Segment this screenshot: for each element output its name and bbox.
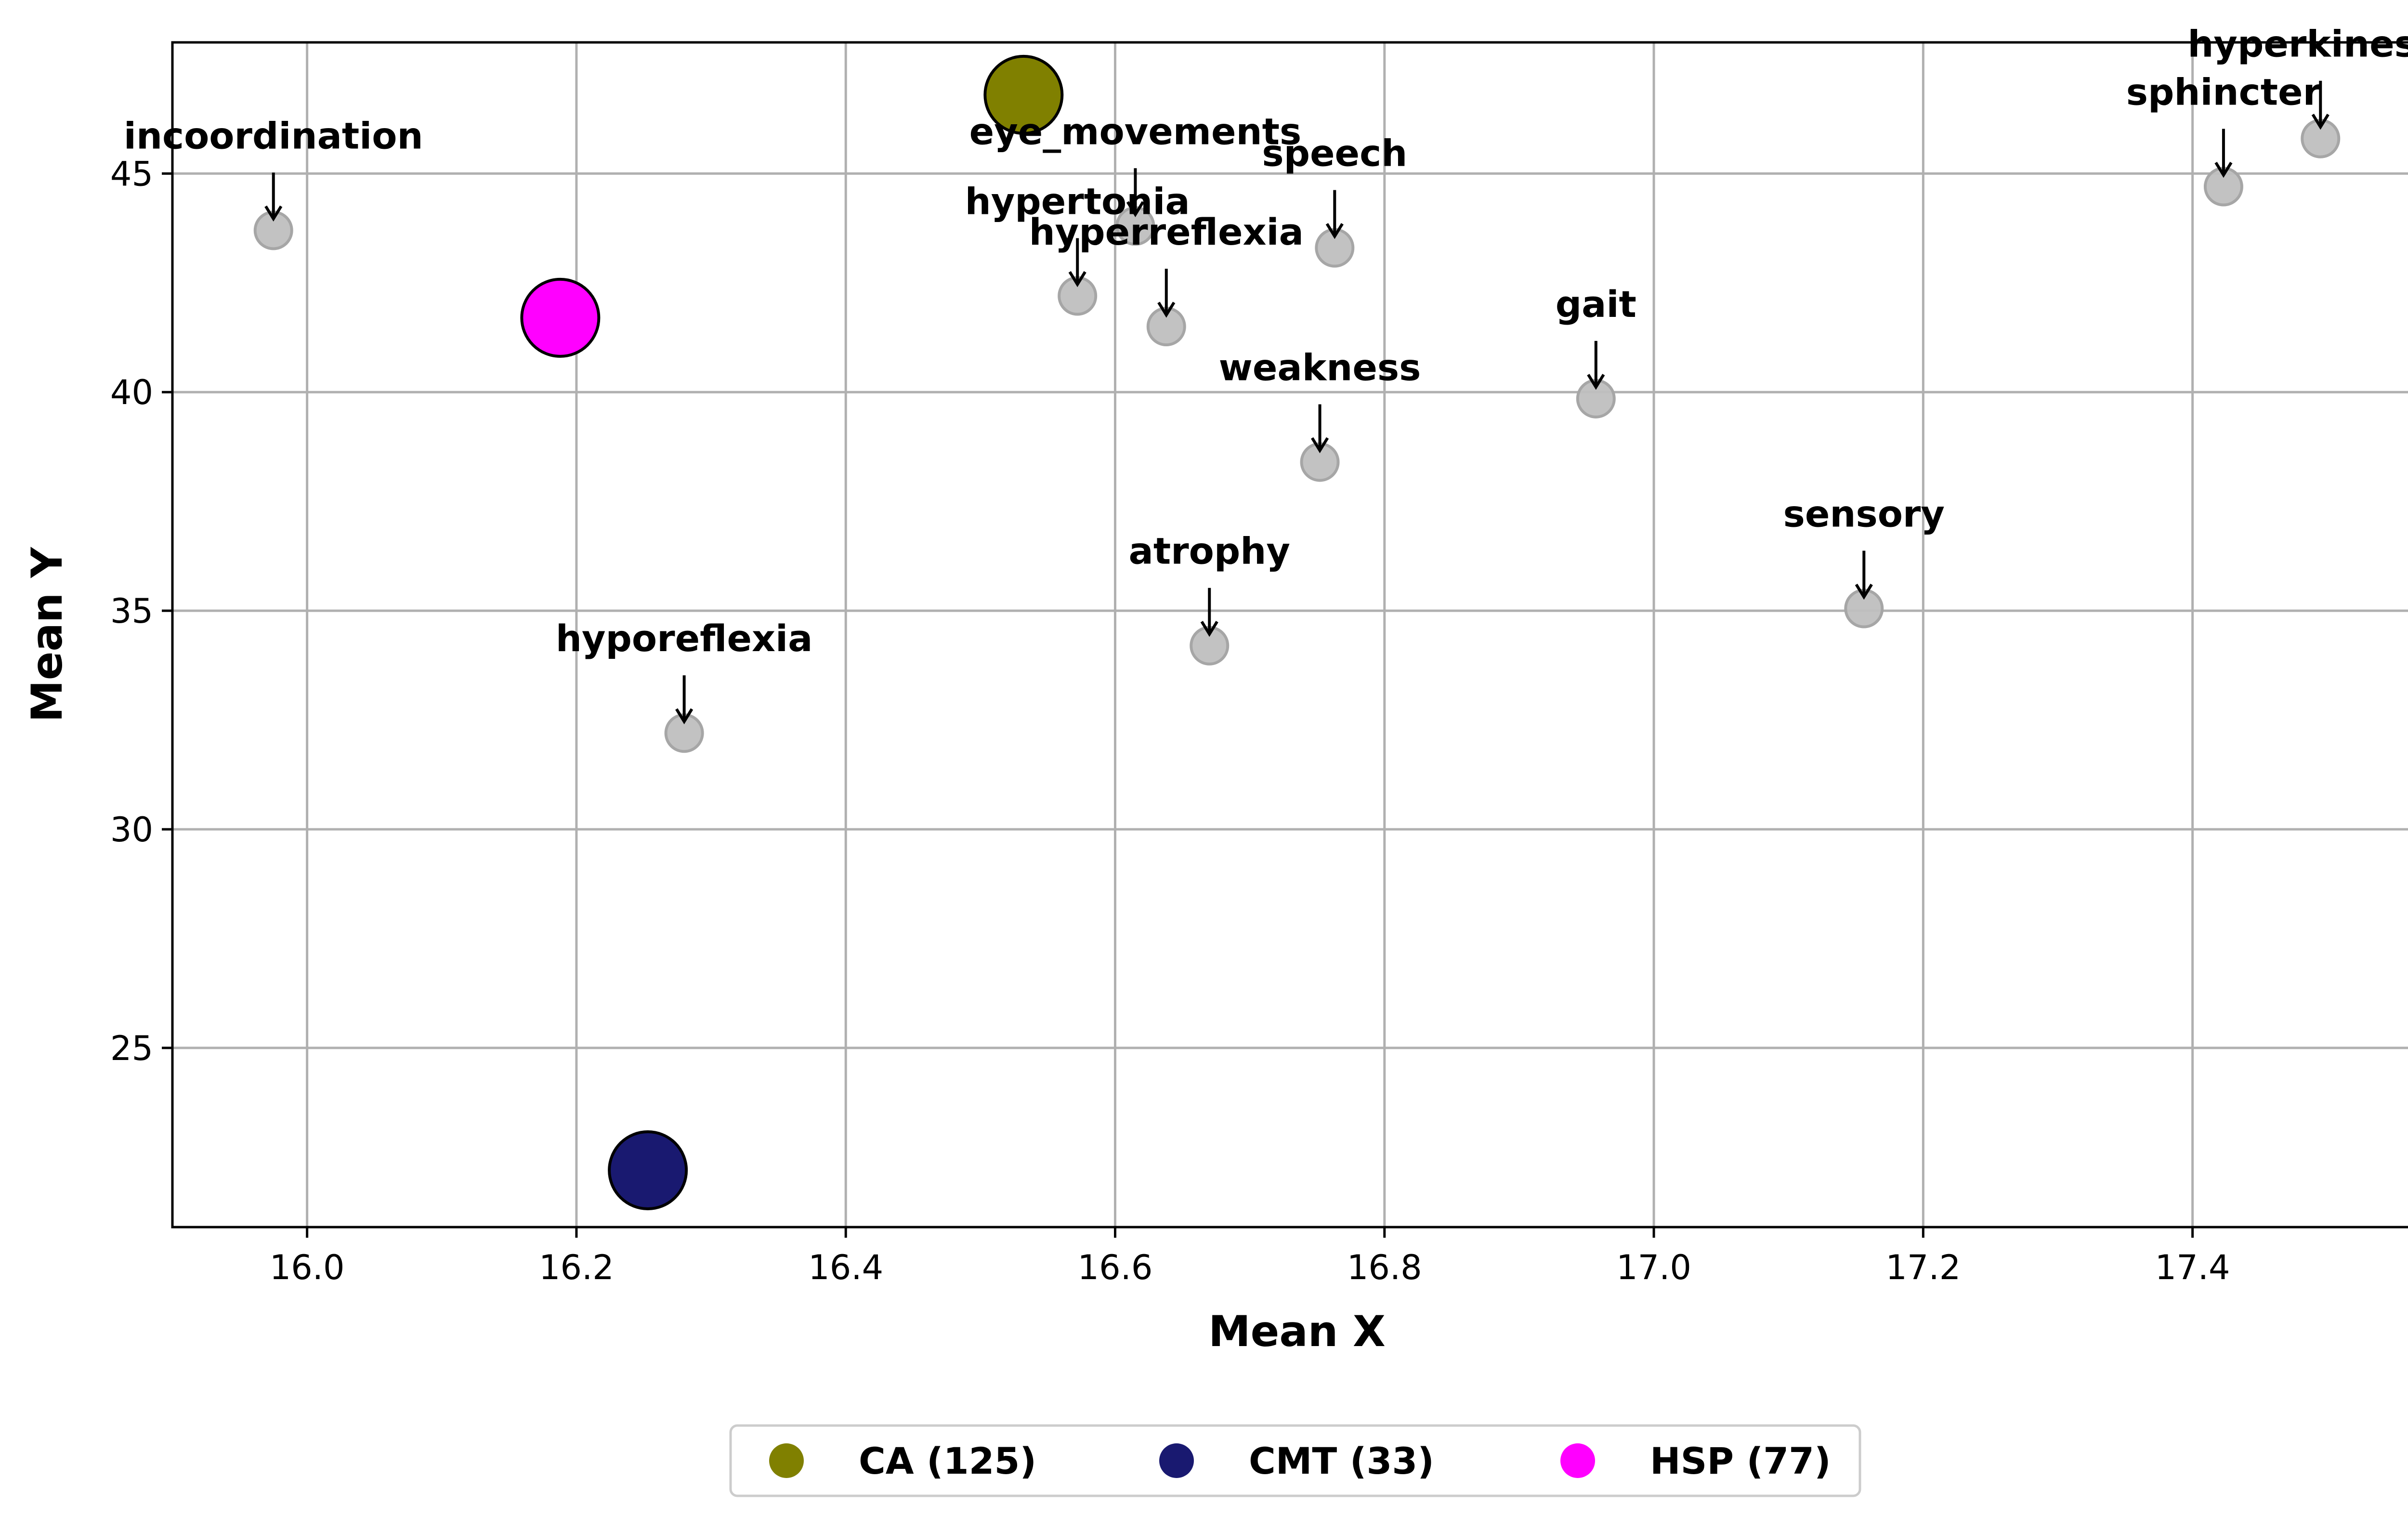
symptom-label: eye_movements xyxy=(969,110,1302,153)
legend-marker xyxy=(1159,1443,1194,1478)
annotation-arrow-head xyxy=(1325,223,1344,239)
annotation-arrow-head xyxy=(1157,301,1176,318)
y-tick-label: 45 xyxy=(110,154,153,194)
symptom-label: sphincter xyxy=(2126,71,2321,114)
symptom-label: sensory xyxy=(1783,493,1945,536)
annotation-arrow-head xyxy=(1200,621,1218,637)
annotation-arrow-head xyxy=(1587,374,1605,390)
legend-label: CMT (33) xyxy=(1249,1439,1434,1482)
symptom-label: hyperkinesia xyxy=(2187,23,2408,65)
annotations: incoordination hyporeflexia hypertonia eye_… xyxy=(124,23,2408,724)
x-tick-label: 17.4 xyxy=(2155,1248,2230,1287)
annotation-arrow-head xyxy=(2214,161,2233,178)
legend-label: HSP (77) xyxy=(1650,1439,1831,1482)
legend-frame xyxy=(729,1424,1861,1497)
x-tick-label: 16.0 xyxy=(270,1248,345,1287)
data-points xyxy=(253,54,2341,1210)
symptom-label: atrophy xyxy=(1129,530,1290,573)
annotation-arrow-head xyxy=(264,205,283,222)
symptom-label: incoordination xyxy=(124,114,423,157)
symptom-label: hypertonia xyxy=(965,180,1190,222)
y-tick-label: 25 xyxy=(110,1029,153,1068)
x-tick-label: 16.6 xyxy=(1078,1248,1153,1287)
x-tick-label: 17.2 xyxy=(1885,1248,1961,1287)
x-tick-label: 16.8 xyxy=(1347,1248,1422,1287)
symptom-label: weakness xyxy=(1219,346,1421,389)
symptom-label: gait xyxy=(1556,283,1636,326)
annotation-arrow-head xyxy=(1310,437,1329,454)
grid xyxy=(172,42,2408,1227)
y-tick-label: 30 xyxy=(110,810,153,850)
y-tick-label: 40 xyxy=(110,373,153,412)
legend-label: CA (125) xyxy=(859,1439,1036,1482)
axis-ticks: 16.0 16.2 16.4 16.6 16.8 17.0 17.2 17.4 25 30 35 40… xyxy=(110,154,2230,1287)
legend-marker xyxy=(769,1443,804,1478)
symptom-label: hyporeflexia xyxy=(556,617,813,660)
annotation-arrow-head xyxy=(2311,114,2329,130)
y-tick-label: 35 xyxy=(110,591,153,631)
group-point xyxy=(608,1130,688,1210)
x-tick-label: 16.2 xyxy=(539,1248,614,1287)
annotation-arrow-head xyxy=(1068,271,1086,288)
legend: CA (125) CMT (33) HSP (77) xyxy=(729,1424,1861,1497)
x-axis-title: Mean X xyxy=(1208,1307,1386,1356)
annotation-arrow-head xyxy=(675,708,694,724)
x-tick-label: 17.0 xyxy=(1616,1248,1691,1287)
group-point xyxy=(520,277,601,358)
group-point xyxy=(983,54,1064,135)
x-tick-label: 16.4 xyxy=(808,1248,883,1287)
annotation-arrow-head xyxy=(1126,201,1144,217)
legend-marker xyxy=(1560,1443,1595,1478)
annotation-arrow-head xyxy=(1855,583,1873,600)
symptom-label: speech xyxy=(1262,132,1407,175)
y-axis-title: Mean Y xyxy=(22,547,72,722)
plot-frame xyxy=(171,41,2408,1229)
symptom-label: hyperreflexia xyxy=(1029,210,1304,253)
